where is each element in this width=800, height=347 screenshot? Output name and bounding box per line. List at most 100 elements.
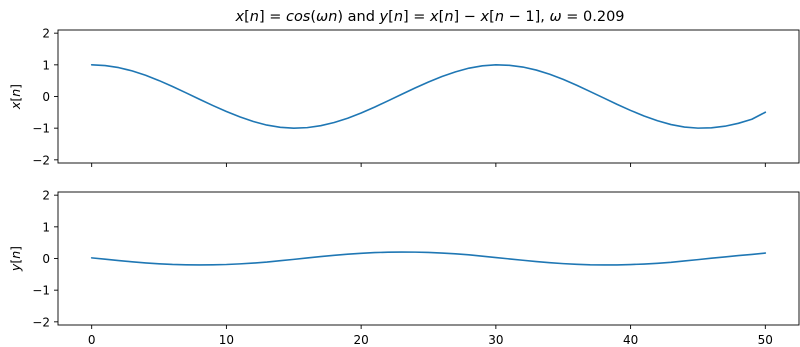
data-point (414, 252, 415, 253)
x-tick-label: 30 (488, 333, 503, 347)
data-point (387, 100, 388, 101)
data-point (293, 128, 294, 129)
data-point (172, 264, 173, 265)
data-point (482, 65, 483, 66)
data-point (738, 123, 739, 124)
data-point (455, 71, 456, 72)
data-point (361, 112, 362, 113)
data-point (657, 263, 658, 264)
data-point (522, 260, 523, 261)
data-point (617, 104, 618, 105)
data-point (670, 124, 671, 125)
data-point (253, 262, 254, 263)
text-part: n (444, 9, 453, 25)
data-point (239, 116, 240, 117)
data-point (657, 120, 658, 121)
text-part: ] (8, 84, 23, 89)
data-point (684, 260, 685, 261)
data-point (199, 99, 200, 100)
y-tick-label: 0 (42, 90, 50, 104)
data-point (765, 112, 766, 113)
data-point (401, 251, 402, 252)
y-tick-label: 1 (42, 220, 50, 234)
text-part: cos (286, 9, 311, 25)
text-part: y (379, 9, 389, 25)
data-point (172, 86, 173, 87)
text-part: ωn (316, 9, 337, 25)
data-point (536, 69, 537, 70)
data-point (199, 264, 200, 265)
data-point (576, 264, 577, 265)
data-point (145, 75, 146, 76)
data-point (724, 256, 725, 257)
x-tick-label: 40 (623, 333, 638, 347)
y-tick-label: −2 (32, 315, 50, 329)
data-point (563, 79, 564, 80)
x-tick-label: 0 (88, 333, 96, 347)
text-part: ( (310, 9, 316, 25)
data-point (617, 264, 618, 265)
data-point (522, 66, 523, 67)
data-point (105, 259, 106, 260)
data-point (428, 252, 429, 253)
data-point (643, 115, 644, 116)
data-point (307, 127, 308, 128)
y-tick-label: −1 (32, 122, 50, 136)
data-point (334, 255, 335, 256)
data-point (549, 74, 550, 75)
text-part: x (480, 9, 490, 25)
data-point (590, 264, 591, 265)
text-part: n (8, 251, 23, 259)
data-point (293, 259, 294, 260)
data-point (414, 87, 415, 88)
data-point (468, 254, 469, 255)
data-point (118, 260, 119, 261)
data-point (226, 264, 227, 265)
data-point (239, 263, 240, 264)
x-tick-label: 50 (758, 333, 773, 347)
data-point (549, 262, 550, 263)
y-tick-label: −1 (32, 284, 50, 298)
data-point (145, 262, 146, 263)
data-point (482, 256, 483, 257)
y-tick-label: 0 (42, 252, 50, 266)
data-point (576, 85, 577, 86)
y-tick-label: −2 (32, 153, 50, 167)
data-point (132, 261, 133, 262)
text-part: n (394, 9, 403, 25)
data-point (212, 105, 213, 106)
data-point (684, 126, 685, 127)
data-point (105, 65, 106, 66)
data-point (751, 119, 752, 120)
data-point (509, 65, 510, 66)
data-point (468, 68, 469, 69)
panel-x: −2 −1 0 1 2 x[n] (8, 27, 800, 167)
data-point (751, 254, 752, 255)
data-point (630, 110, 631, 111)
text-part: [ (489, 9, 495, 25)
data-point (428, 81, 429, 82)
text-part: [ (439, 9, 445, 25)
data-point (185, 264, 186, 265)
data-point (253, 121, 254, 122)
data-point (320, 125, 321, 126)
data-point (347, 118, 348, 119)
data-point (132, 70, 133, 71)
text-part: x (429, 9, 439, 25)
text-part: ] − (454, 9, 481, 25)
series-line (90, 64, 767, 129)
data-point (711, 127, 712, 128)
data-point (563, 263, 564, 264)
data-point (711, 258, 712, 259)
data-point (738, 255, 739, 256)
data-point (212, 264, 213, 265)
plot-frame (57, 191, 800, 326)
data-point (495, 257, 496, 258)
text-part: ] = (403, 9, 430, 25)
text-part: x (8, 101, 23, 110)
data-point (226, 111, 227, 112)
text-part: n (8, 89, 23, 97)
text-part: [ (8, 97, 23, 102)
